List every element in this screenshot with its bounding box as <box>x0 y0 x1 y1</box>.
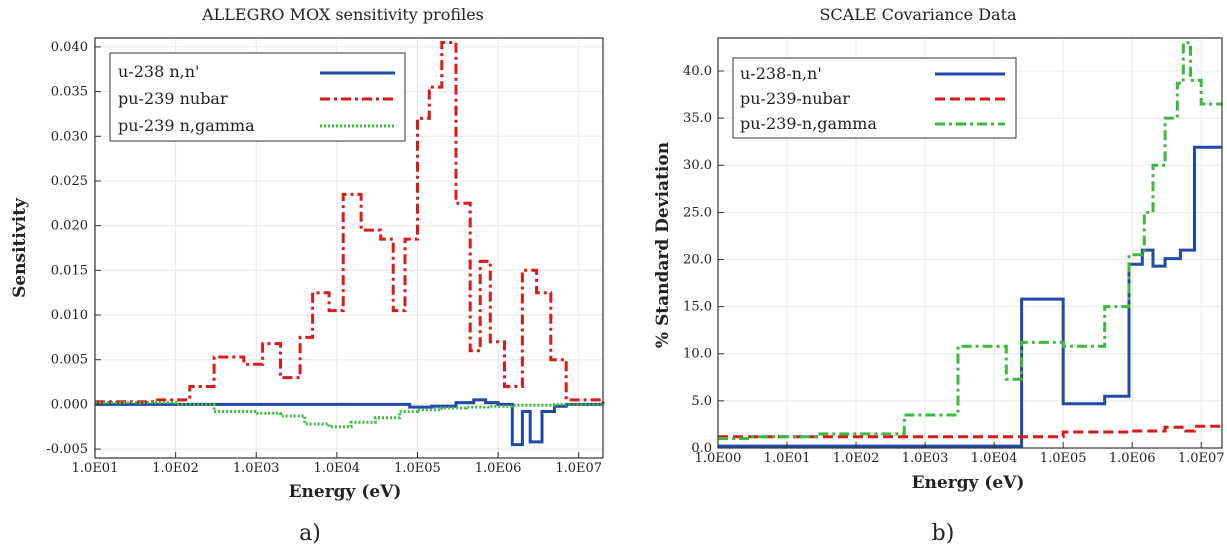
chart-b-y-tick-label: 15.0 <box>683 300 712 315</box>
chart-b-x-tick-label: 1.0E05 <box>1040 451 1087 466</box>
chart-a-y-tick-label: 0.000 <box>51 397 88 412</box>
chart-b-legend: u-238-n,n' pu-239-nubar pu-239-n,gamma <box>732 57 1017 139</box>
chart-b-x-tick-label: 1.0E02 <box>833 451 880 466</box>
chart-a-plot-frame <box>94 37 604 459</box>
chart-a-title: ALLEGRO MOX sensitivity profiles <box>201 5 484 24</box>
chart-a-legend: u-238 n,n' pu-239 nubar pu-239 n,gamma <box>109 52 406 142</box>
chart-a-series-line-2 <box>95 41 605 405</box>
chart-a-x-tick-label: 1.0E07 <box>555 461 602 476</box>
chart-a-x-tick-label: 1.0E04 <box>314 461 361 476</box>
chart-b-x-tick-label: 1.0E01 <box>764 451 811 466</box>
chart-a-legend-label-3: pu-239 n,gamma <box>118 116 255 135</box>
chart-b-xlabel: Energy (eV) <box>912 473 1025 493</box>
chart-a-ylabel: Sensitivity <box>10 197 30 298</box>
chart-a-panel-label: a) <box>299 521 321 546</box>
chart-a-legend-label-2: pu-239 nubar <box>118 89 228 108</box>
chart-b-plot-frame <box>717 37 1223 449</box>
chart-b-legend-label-2: pu-239-nubar <box>740 89 850 108</box>
chart-b-legend-label-1: u-238-n,n' <box>740 64 822 83</box>
chart-a-x-tick-label: 1.0E02 <box>152 461 199 476</box>
chart-a-xlabel: Energy (eV) <box>289 482 402 502</box>
chart-a-series-line-3 <box>95 401 603 429</box>
chart-b-legend-label-3: pu-239-n,gamma <box>740 114 877 133</box>
chart-b-x-tick-label: 1.0E04 <box>971 451 1018 466</box>
chart-b-x-tick-label: 1.0E03 <box>902 451 949 466</box>
chart-b-series-line-3 <box>718 41 1222 441</box>
chart-a-x-tick-label: 1.0E01 <box>72 461 119 476</box>
chart-b-y-tick-label: 20.0 <box>683 252 712 267</box>
chart-a: ALLEGRO MOX sensitivity profiles 1.0E01 1… <box>10 5 605 546</box>
chart-b-series-line-1 <box>718 145 1222 448</box>
chart-b-y-tick-label: 0.0 <box>691 441 712 456</box>
chart-a-y-tick-label: 0.035 <box>51 85 88 100</box>
chart-a-y-tick-label: 0.020 <box>51 219 88 234</box>
chart-b: SCALE Covariance Data 1.0E00 1.0E01 1.0E02… <box>653 5 1225 546</box>
chart-b-series-line-2 <box>718 424 1222 439</box>
chart-b-y-tick-label: 5.0 <box>691 394 712 409</box>
chart-a-x-tick-label: 1.0E06 <box>475 461 522 476</box>
chart-a-x-tick-label: 1.0E03 <box>233 461 280 476</box>
chart-b-ylabel: % Standard Deviation <box>653 142 673 348</box>
chart-b-y-tick-label: 35.0 <box>683 111 712 126</box>
chart-a-y-tick-label: 0.040 <box>51 40 88 55</box>
chart-a-y-tick-label: 0.005 <box>51 353 88 368</box>
chart-b-title: SCALE Covariance Data <box>819 5 1017 24</box>
chart-a-y-tick-label: 0.025 <box>51 174 88 189</box>
chart-b-y-tick-label: 30.0 <box>683 158 712 173</box>
chart-b-y-tick-label: 40.0 <box>683 64 712 79</box>
chart-a-legend-label-1: u-238 n,n' <box>118 62 199 81</box>
chart-a-y-tick-label: 0.030 <box>51 129 88 144</box>
chart-b-x-tick-label: 1.0E00 <box>695 451 742 466</box>
chart-a-y-tick-label: -0.005 <box>46 442 88 457</box>
chart-a-y-tick-label: 0.015 <box>51 263 88 278</box>
chart-a-y-tick-label: 0.010 <box>51 308 88 323</box>
chart-a-series-line-1 <box>95 398 603 447</box>
chart-b-panel-label: b) <box>932 521 955 546</box>
chart-b-y-tick-label: 25.0 <box>683 205 712 220</box>
chart-b-x-tick-label: 1.0E06 <box>1109 451 1156 466</box>
chart-b-y-tick-label: 10.0 <box>683 347 712 362</box>
chart-a-x-tick-label: 1.0E05 <box>394 461 441 476</box>
chart-b-x-tick-label: 1.0E07 <box>1178 451 1225 466</box>
